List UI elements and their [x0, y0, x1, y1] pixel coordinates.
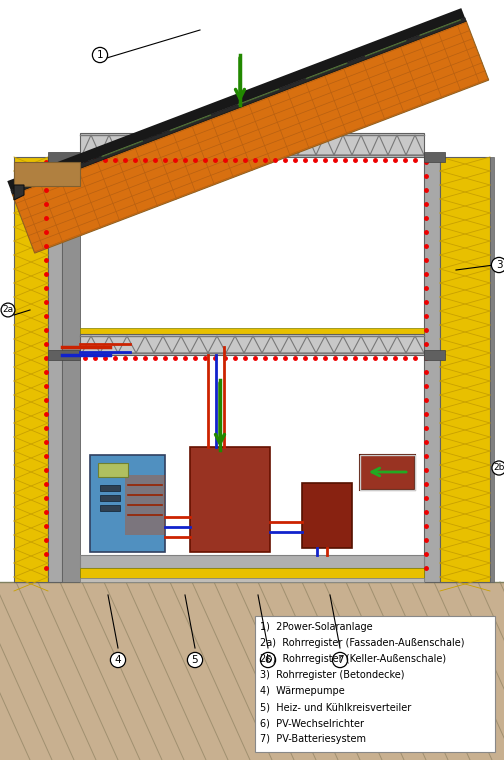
Bar	[80, 328, 424, 334]
Text: 4: 4	[115, 655, 121, 665]
Bar	[48, 152, 80, 162]
FancyBboxPatch shape	[255, 616, 495, 752]
Text: 6)  PV-Wechselrichter: 6) PV-Wechselrichter	[260, 718, 364, 728]
Text: 7: 7	[337, 655, 343, 665]
Bar	[100, 485, 120, 491]
Bar	[360, 455, 415, 490]
Bar	[100, 495, 120, 501]
Polygon shape	[14, 185, 24, 200]
Bar	[80, 555, 424, 568]
Text: 5)  Heiz- und Kühlkreisverteiler: 5) Heiz- und Kühlkreisverteiler	[260, 702, 411, 712]
Bar	[424, 157, 440, 582]
Text: 4)  Wärmepumpe: 4) Wärmepumpe	[260, 686, 345, 696]
Text: 2a)  Rohrregister (Fassaden-Außenschale): 2a) Rohrregister (Fassaden-Außenschale)	[260, 638, 465, 648]
Polygon shape	[35, 157, 79, 181]
Bar	[48, 157, 62, 582]
Bar	[125, 475, 165, 535]
Bar	[100, 505, 120, 511]
Polygon shape	[303, 55, 347, 79]
Text: 6: 6	[265, 655, 271, 665]
Bar	[424, 350, 445, 360]
Polygon shape	[12, 21, 489, 253]
Bar	[14, 162, 80, 186]
Bar	[80, 578, 424, 582]
Bar	[48, 350, 80, 360]
Bar	[80, 334, 424, 355]
Bar	[80, 568, 424, 578]
Text: 7)  PV-Batteriesystem: 7) PV-Batteriesystem	[260, 734, 366, 744]
Polygon shape	[167, 107, 211, 131]
Bar	[360, 455, 415, 490]
Text: 2b)  Rohrregister (Keller-Außenschale): 2b) Rohrregister (Keller-Außenschale)	[260, 654, 446, 664]
Polygon shape	[11, 17, 466, 195]
Text: 2a: 2a	[3, 306, 14, 315]
Polygon shape	[99, 133, 143, 157]
Bar	[0, 582, 504, 760]
Polygon shape	[362, 33, 406, 56]
Bar	[490, 157, 494, 582]
Bar	[90, 455, 165, 552]
Bar	[190, 447, 270, 552]
Text: 2b: 2b	[493, 464, 504, 473]
Bar	[62, 157, 80, 582]
Bar	[424, 152, 445, 162]
Bar	[98, 463, 128, 477]
Text: 3)  Rohrregister (Betondecke): 3) Rohrregister (Betondecke)	[260, 670, 405, 680]
Text: 3: 3	[496, 260, 502, 270]
Bar	[440, 157, 490, 582]
Text: 1)  2Power-Solaranlage: 1) 2Power-Solaranlage	[260, 622, 372, 632]
Text: 5: 5	[192, 655, 198, 665]
Bar	[14, 157, 48, 582]
Text: 1: 1	[97, 50, 103, 60]
Polygon shape	[417, 11, 461, 36]
Polygon shape	[7, 8, 465, 191]
Bar	[80, 133, 424, 157]
Bar	[302, 483, 352, 548]
Polygon shape	[235, 81, 279, 105]
